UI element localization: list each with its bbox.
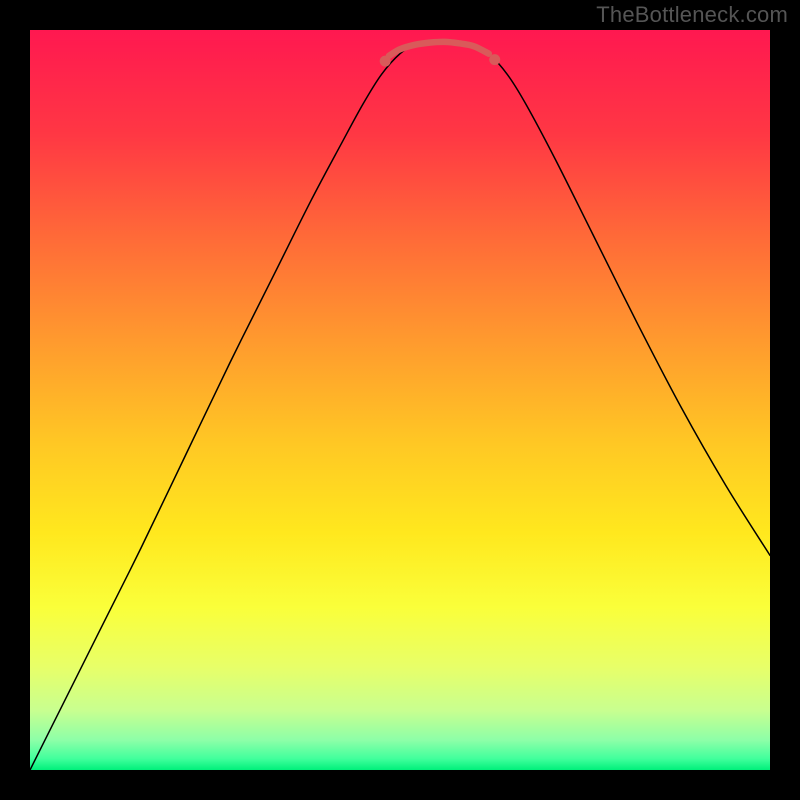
plot-svg: [30, 30, 770, 770]
watermark-label: TheBottleneck.com: [596, 2, 788, 28]
marker-dot-0: [380, 56, 391, 67]
marker-dot-1: [489, 54, 500, 65]
gradient-background: [30, 30, 770, 770]
plot-area: [30, 30, 770, 770]
chart-frame: TheBottleneck.com: [0, 0, 800, 800]
